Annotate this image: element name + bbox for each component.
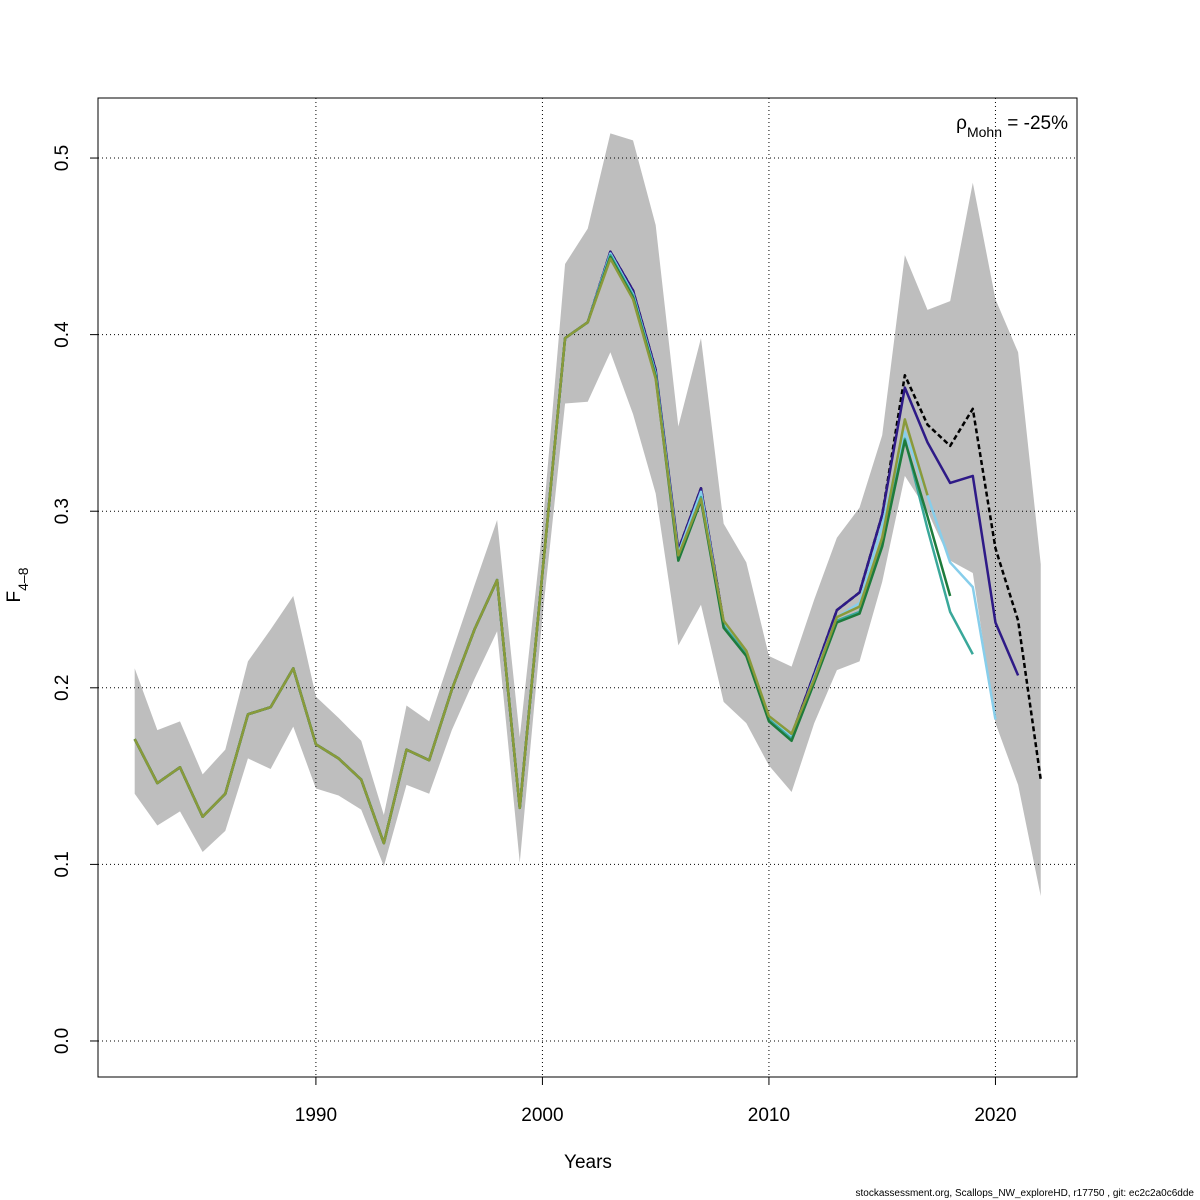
y-axis-label-main: F (4, 591, 25, 603)
y-axis-label: F4–8 (4, 567, 31, 602)
x-tick-label: 2000 (521, 1105, 563, 1126)
plot-frame (97, 97, 1078, 1078)
annotation-symbol: ρ (956, 113, 967, 134)
y-tick-label: 0.2 (52, 675, 73, 701)
y-tick-label: 0.0 (52, 1028, 73, 1054)
y-tick-label: 0.1 (52, 851, 73, 877)
x-axis-label: Years (564, 1152, 612, 1173)
annotation-sub: Mohn (967, 124, 1002, 140)
y-axis-label-sub: 4–8 (15, 567, 31, 591)
confidence-band (134, 133, 1041, 897)
x-tick-label: 2010 (748, 1105, 790, 1126)
annotation: ρMohn = -25% (956, 113, 1068, 140)
annotation-text: = -25% (1002, 113, 1068, 134)
footer: stockassessment.org, Scallops_NW_explore… (855, 1188, 1194, 1199)
y-tick-label: 0.4 (52, 321, 73, 348)
x-tick-label: 2020 (974, 1105, 1016, 1126)
y-tick-label: 0.5 (52, 145, 73, 171)
series-line (133, 257, 929, 845)
x-tick-label: 1990 (295, 1105, 337, 1126)
y-tick-label: 0.3 (52, 498, 73, 524)
